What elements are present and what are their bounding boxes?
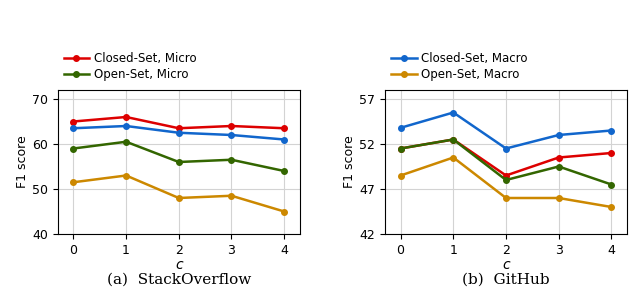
Closed-Set, Macro — [397, 126, 404, 130]
Open-Set, Micro — [607, 183, 615, 186]
Open-Set, Micro — [122, 140, 130, 143]
Line: Closed-Set, Macro: Closed-Set, Macro — [70, 123, 287, 142]
Line: Closed-Set, Micro: Closed-Set, Micro — [398, 137, 614, 178]
Closed-Set, Micro — [70, 120, 77, 123]
Open-Set, Macro — [122, 174, 130, 177]
Closed-Set, Micro — [397, 147, 404, 150]
X-axis label: c: c — [502, 258, 510, 272]
Closed-Set, Micro — [175, 127, 182, 130]
Open-Set, Micro — [555, 165, 563, 168]
Closed-Set, Micro — [555, 156, 563, 159]
Closed-Set, Macro — [449, 111, 457, 114]
Open-Set, Macro — [449, 156, 457, 159]
Open-Set, Micro — [228, 158, 236, 161]
Closed-Set, Macro — [70, 127, 77, 130]
Legend: Closed-Set, Macro, Open-Set, Macro: Closed-Set, Macro, Open-Set, Macro — [390, 52, 528, 81]
Y-axis label: F1 score: F1 score — [16, 136, 29, 188]
Closed-Set, Macro — [555, 133, 563, 137]
Line: Open-Set, Macro: Open-Set, Macro — [398, 155, 614, 210]
X-axis label: c: c — [175, 258, 182, 272]
Closed-Set, Macro — [122, 124, 130, 128]
Closed-Set, Micro — [122, 115, 130, 119]
Closed-Set, Macro — [607, 129, 615, 132]
Closed-Set, Micro — [607, 151, 615, 155]
Open-Set, Macro — [70, 181, 77, 184]
Open-Set, Macro — [397, 174, 404, 177]
Open-Set, Macro — [502, 196, 510, 200]
Line: Closed-Set, Macro: Closed-Set, Macro — [398, 110, 614, 151]
Closed-Set, Macro — [175, 131, 182, 134]
Y-axis label: F1 score: F1 score — [343, 136, 356, 188]
Text: (b)  GitHub: (b) GitHub — [462, 273, 550, 287]
Open-Set, Macro — [607, 205, 615, 209]
Closed-Set, Micro — [280, 127, 288, 130]
Open-Set, Micro — [175, 160, 182, 164]
Closed-Set, Macro — [502, 147, 510, 150]
Closed-Set, Micro — [228, 124, 236, 128]
Open-Set, Micro — [70, 147, 77, 150]
Open-Set, Micro — [449, 138, 457, 141]
Closed-Set, Micro — [449, 138, 457, 141]
Closed-Set, Macro — [228, 133, 236, 137]
Closed-Set, Macro — [280, 138, 288, 141]
Text: (a)  StackOverflow: (a) StackOverflow — [107, 273, 251, 287]
Line: Open-Set, Macro: Open-Set, Macro — [70, 173, 287, 214]
Open-Set, Macro — [280, 210, 288, 213]
Open-Set, Macro — [555, 196, 563, 200]
Line: Open-Set, Micro: Open-Set, Micro — [70, 139, 287, 174]
Open-Set, Micro — [502, 178, 510, 182]
Open-Set, Macro — [175, 196, 182, 200]
Closed-Set, Micro — [502, 174, 510, 177]
Open-Set, Macro — [228, 194, 236, 198]
Legend: Closed-Set, Micro, Open-Set, Micro: Closed-Set, Micro, Open-Set, Micro — [63, 52, 197, 81]
Line: Closed-Set, Micro: Closed-Set, Micro — [70, 114, 287, 131]
Line: Open-Set, Micro: Open-Set, Micro — [398, 137, 614, 187]
Open-Set, Micro — [397, 147, 404, 150]
Open-Set, Micro — [280, 169, 288, 173]
